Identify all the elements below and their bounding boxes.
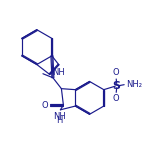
Text: NH: NH [53, 112, 66, 121]
Text: O: O [113, 94, 120, 103]
Text: O: O [42, 101, 48, 110]
Text: NH₂: NH₂ [126, 80, 142, 89]
Text: O: O [113, 68, 120, 77]
Text: H: H [56, 116, 63, 125]
Text: NH: NH [52, 68, 65, 78]
Text: S: S [113, 81, 121, 91]
